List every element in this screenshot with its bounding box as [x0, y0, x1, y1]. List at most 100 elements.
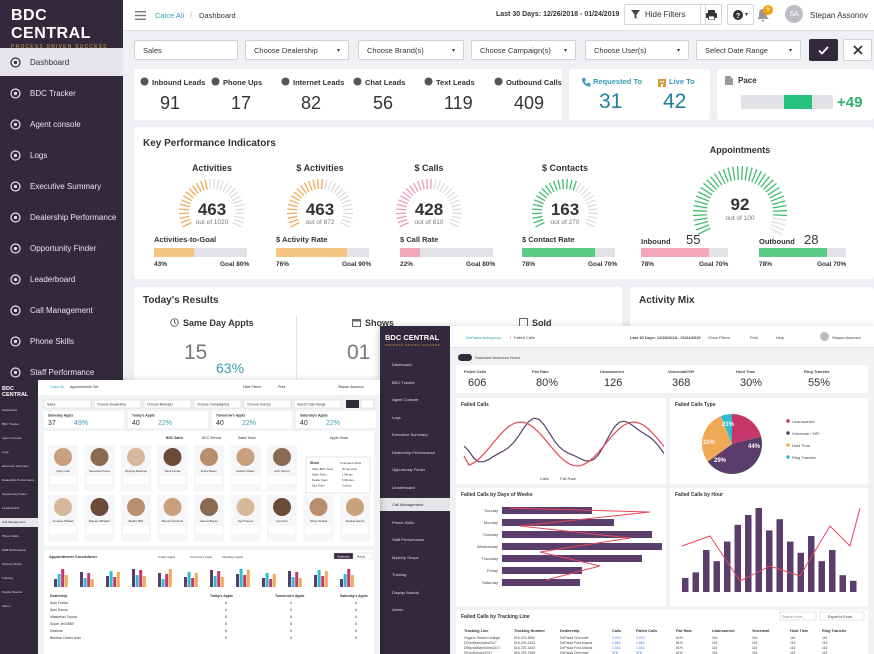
- gauge-tick: [209, 179, 212, 190]
- table-header[interactable]: Failed Calls: [636, 629, 657, 633]
- sidebar-item-call-management[interactable]: Call Management: [0, 296, 123, 324]
- appt-nav-label[interactable]: Logs: [2, 450, 9, 454]
- table-cell: 1,014: [636, 646, 645, 650]
- mini-show-filters[interactable]: Show Filters: [708, 335, 731, 340]
- clear-button[interactable]: [843, 39, 872, 61]
- table-header[interactable]: Ring Transfer: [822, 629, 847, 633]
- user-link[interactable]: Caice Ali: [155, 11, 185, 20]
- appt-text: 6: [290, 601, 292, 605]
- appt-filter[interactable]: [93, 399, 142, 409]
- appt-nav-label[interactable]: Call Management: [2, 520, 26, 524]
- appt-nav-label[interactable]: Phone Skills: [2, 534, 19, 538]
- appt-filter[interactable]: [193, 399, 242, 409]
- appt-hide-filters[interactable]: Hide Filters: [243, 385, 262, 389]
- table-search[interactable]: [779, 611, 817, 621]
- appt-nav-label[interactable]: Training: [2, 576, 13, 580]
- appt-nav-label[interactable]: Agent Console: [2, 436, 22, 440]
- gauge-tick: [179, 208, 190, 211]
- appt-nav-active[interactable]: [0, 518, 38, 527]
- appt-nav-label[interactable]: Opportunity Finder: [2, 492, 27, 496]
- logo[interactable]: BDC CENTRAL PROCESS DRIVEN SUCCESS: [0, 0, 123, 50]
- mini-help[interactable]: Help: [776, 335, 785, 340]
- mini-print[interactable]: Print: [750, 335, 759, 340]
- appt-breadcrumb[interactable]: Caice Ali: [50, 385, 64, 389]
- export-button[interactable]: [819, 611, 865, 621]
- appt-nav-label[interactable]: Staff Performance: [2, 548, 27, 552]
- appt-nav-label[interactable]: Executive Summary: [2, 464, 29, 468]
- sidebar-item-dealership-performance[interactable]: Dealership Performance: [0, 203, 123, 231]
- fc-stat-value: 55%: [808, 377, 831, 389]
- appt-filter[interactable]: [43, 399, 92, 409]
- pie-legend-dot: [786, 419, 790, 423]
- sidebar-item-executive-summary[interactable]: Executive Summary: [0, 172, 123, 200]
- appt-nav-label[interactable]: Display Boards: [2, 590, 23, 594]
- sidebar-item-opportunity-finder[interactable]: Opportunity Finder: [0, 234, 123, 262]
- sidebar-item-agent-console[interactable]: Agent console: [0, 110, 123, 138]
- apply-button[interactable]: [809, 39, 838, 61]
- sidebar-item-phone-skills[interactable]: Phone Skills: [0, 327, 123, 355]
- avatar[interactable]: SA: [785, 5, 803, 23]
- appt-clear[interactable]: [360, 399, 375, 409]
- appt-filter[interactable]: [243, 399, 292, 409]
- department-select[interactable]: Sales: [134, 40, 238, 60]
- person-stats: [196, 526, 222, 534]
- dealership-select[interactable]: Choose Dealership ▾: [245, 40, 349, 60]
- table-header[interactable]: Fail Rate: [676, 629, 692, 633]
- table-header[interactable]: Tracking Number: [514, 629, 546, 633]
- hide-filters-label: Hide Filters: [645, 10, 686, 19]
- help-button[interactable]: ? ▾: [727, 4, 754, 25]
- appt-text: 6: [290, 622, 292, 626]
- table-header[interactable]: Hold Time: [790, 629, 808, 633]
- appt-nav-label[interactable]: Leaderboard: [2, 506, 20, 510]
- mini-avatar[interactable]: [820, 332, 829, 341]
- campaign-select[interactable]: Choose Campaign(s) ▾: [471, 40, 576, 60]
- sidebar-item-dashboard[interactable]: Dashboard: [0, 48, 123, 76]
- table-header[interactable]: Voicemail: [752, 629, 769, 633]
- appt-print[interactable]: Print: [278, 385, 286, 389]
- person-avatar: [200, 498, 218, 516]
- gauge-tick: [697, 191, 711, 199]
- brand-select[interactable]: Choose Brand(s) ▾: [358, 40, 464, 60]
- appt-text: Sales Team: [238, 436, 256, 440]
- table-header[interactable]: Tracking Line: [464, 629, 488, 633]
- sidebar-item-leaderboard[interactable]: Leaderboard: [0, 265, 123, 293]
- appt-text: Sales: [47, 403, 56, 407]
- countdown-bar: [83, 578, 87, 587]
- countdown-toggle[interactable]: [333, 552, 354, 560]
- appt-popup[interactable]: [305, 456, 371, 494]
- date-range-select[interactable]: Select Date Range ▾: [696, 40, 801, 60]
- table-header[interactable]: Calls: [612, 629, 621, 633]
- mini-nav-item[interactable]: [380, 498, 450, 511]
- table-header[interactable]: Dealership: [560, 629, 580, 633]
- notifications-button[interactable]: 5: [757, 5, 773, 22]
- hide-filters-button[interactable]: Hide Filters: [624, 4, 706, 25]
- gauge-tick: [444, 187, 453, 197]
- countdown-bar: [236, 574, 239, 587]
- appt-nav-label[interactable]: Dealership Performance: [2, 478, 35, 482]
- sidebar-item-logs[interactable]: Logs: [0, 141, 123, 169]
- sidebar-item-bdc-tracker[interactable]: BDC Tracker: [0, 79, 123, 107]
- table-cell: 116: [712, 636, 718, 640]
- business-hours-toggle[interactable]: [458, 354, 472, 361]
- appt-filter[interactable]: [143, 399, 192, 409]
- appt-text: Beatriz Biltz: [129, 519, 144, 523]
- appt-nav-label[interactable]: Admin: [2, 604, 11, 608]
- user-select[interactable]: Choose User(s) ▾: [585, 40, 689, 60]
- menu-icon[interactable]: [135, 11, 146, 20]
- sidebar-item-staff-performance[interactable]: Staff Performance: [0, 358, 123, 386]
- appt-nav-label[interactable]: Mystery Shops: [2, 562, 22, 566]
- svg-text:?: ?: [736, 11, 741, 20]
- appt-text: 6: [225, 608, 227, 612]
- table-header[interactable]: Unanswered: [712, 629, 735, 633]
- gauge-tick: [693, 209, 708, 212]
- appt-filter[interactable]: [293, 399, 342, 409]
- appt-nav-label[interactable]: BDC Tracker: [2, 422, 20, 426]
- print-button[interactable]: [700, 4, 722, 25]
- appt-apply[interactable]: [346, 400, 359, 408]
- gauge-tick: [532, 208, 543, 211]
- pie-slice: [720, 414, 732, 444]
- appt-nav-label[interactable]: Dashboard: [2, 408, 17, 412]
- countdown-toggle[interactable]: [353, 552, 374, 560]
- mini-breadcrumb[interactable]: DePaula Autogroup: [466, 335, 501, 340]
- user-name[interactable]: Stepan Assonov: [810, 11, 868, 20]
